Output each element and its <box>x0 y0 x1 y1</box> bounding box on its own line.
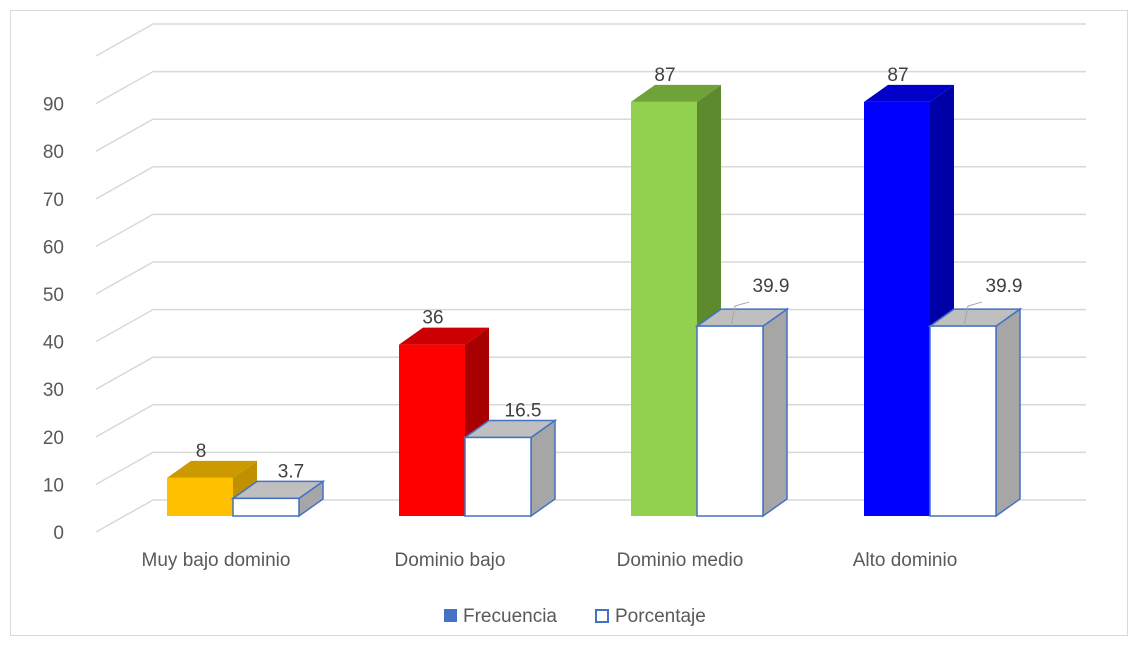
y-tick-label: 60 <box>43 237 64 258</box>
bar-frecuencia-top <box>167 460 257 478</box>
bar-frecuencia-top <box>864 84 954 102</box>
gridline-diagonal <box>95 356 154 390</box>
gridline-diagonal <box>95 308 154 343</box>
data-label-frecuencia: 8 <box>196 441 207 462</box>
bar-frecuencia-top <box>631 84 721 102</box>
leader-line <box>963 301 983 327</box>
bar-frecuencia-front <box>167 477 233 516</box>
y-axis-ticks: 0 10 20 30 40 50 60 70 80 90 <box>43 95 64 544</box>
bar-porcentaje <box>927 307 1023 518</box>
category-label: Dominio medio <box>617 550 744 571</box>
data-label-frecuencia: 87 <box>887 65 908 86</box>
y-tick-label: 70 <box>43 190 64 211</box>
data-label-frecuencia: 36 <box>422 308 443 329</box>
bar-porcentaje-side <box>995 307 1021 518</box>
legend: Frecuencia Porcentaje <box>444 606 706 627</box>
gridline-diagonal <box>95 70 154 105</box>
legend-label-porcentaje: Porcentaje <box>615 606 706 627</box>
leader-line <box>730 301 750 327</box>
bar-frecuencia <box>864 84 954 516</box>
legend-label-frecuencia: Frecuencia <box>463 606 557 627</box>
y-tick-label: 10 <box>43 475 64 496</box>
bars <box>167 84 1023 518</box>
bar-porcentaje-side <box>762 307 788 518</box>
y-tick-label: 40 <box>43 333 64 354</box>
category-label: Alto dominio <box>853 550 958 571</box>
bar-frecuencia-front <box>631 101 697 516</box>
y-tick-label: 80 <box>43 142 64 163</box>
gridline-diagonal <box>95 261 154 295</box>
gridline-diagonal <box>95 118 154 152</box>
bar-porcentaje <box>462 419 558 518</box>
y-tick-label: 50 <box>43 285 64 306</box>
gridline-diagonal <box>95 499 154 533</box>
y-tick-label: 90 <box>43 95 64 116</box>
data-label-porcentaje: 39.9 <box>753 276 790 297</box>
gridline-diagonal <box>95 451 154 486</box>
y-tick-label: 0 <box>53 523 64 544</box>
y-tick-label: 20 <box>43 428 64 449</box>
y-tick-label: 30 <box>43 380 64 401</box>
legend-swatch-porcentaje <box>595 609 609 623</box>
bar-frecuencia <box>167 460 257 516</box>
data-labels: 8 3.7 36 16.5 87 39.9 87 39.9 <box>196 65 1023 483</box>
bar-porcentaje <box>694 307 790 518</box>
bar-frecuencia-front <box>864 101 930 516</box>
bar-frecuencia-top <box>399 327 489 345</box>
data-label-porcentaje: 39.9 <box>986 276 1023 297</box>
bar-porcentaje-front <box>464 436 532 517</box>
gridline-diagonal <box>95 213 154 248</box>
category-label: Dominio bajo <box>395 550 506 571</box>
x-axis-categories: Muy bajo dominio Dominio bajo Dominio medi… <box>142 550 958 571</box>
bar-porcentaje-front <box>929 325 997 517</box>
bar-porcentaje-front <box>696 325 764 517</box>
bar-porcentaje-front <box>232 497 300 517</box>
data-label-porcentaje: 3.7 <box>278 461 304 482</box>
bar-frecuencia-front <box>399 344 465 516</box>
category-label: Muy bajo dominio <box>142 550 291 571</box>
bar-frecuencia <box>399 327 489 516</box>
gridline-diagonal <box>95 23 154 57</box>
data-label-porcentaje: 16.5 <box>505 400 542 421</box>
data-label-frecuencia: 87 <box>654 65 675 86</box>
gridline-diagonal <box>95 166 154 200</box>
legend-swatch-frecuencia <box>444 609 457 622</box>
bar-porcentaje <box>230 479 326 518</box>
gridline-diagonal <box>95 404 154 438</box>
